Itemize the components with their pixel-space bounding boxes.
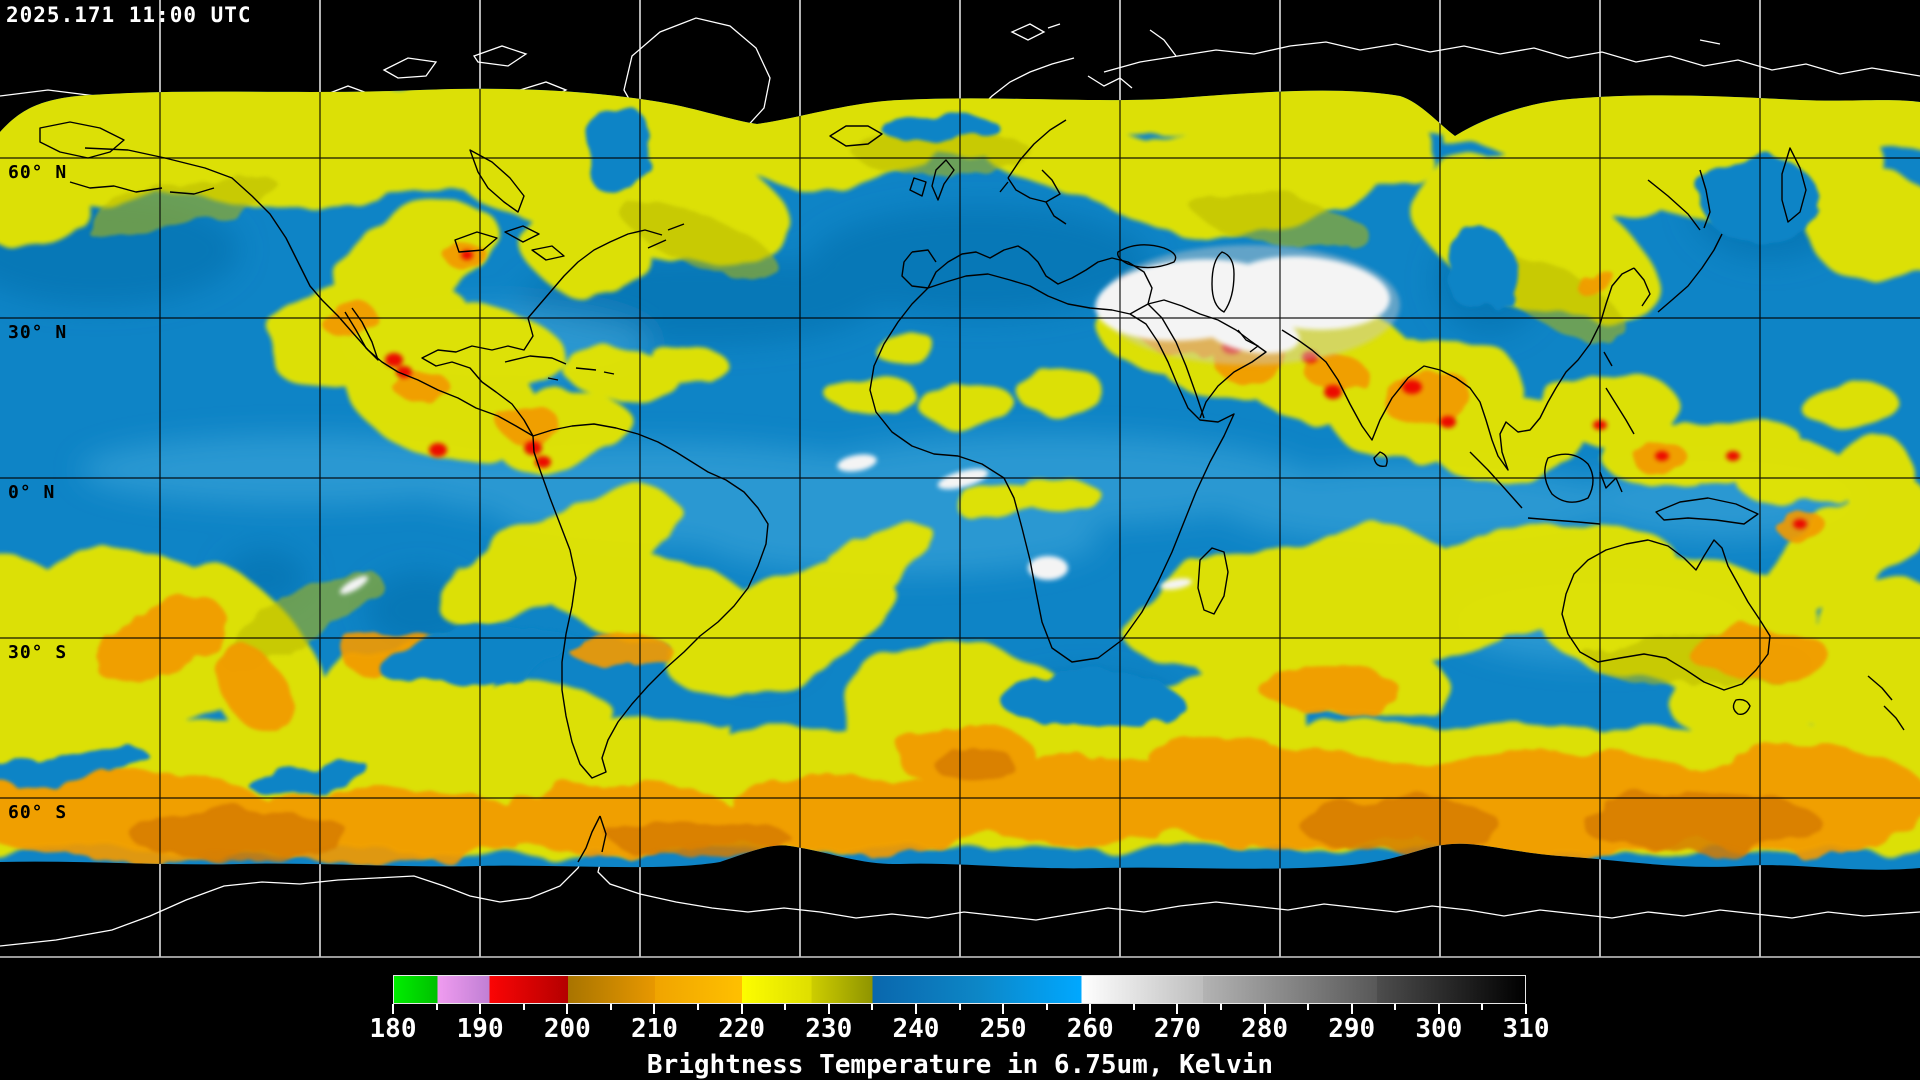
colorbar-tick-label: 250 bbox=[979, 1014, 1027, 1044]
graticule-black bbox=[0, 88, 1920, 870]
colorbar-minor-tick bbox=[522, 1004, 525, 1010]
colorbar-major-tick bbox=[1263, 1004, 1266, 1014]
colorbar-tick-label: 310 bbox=[1502, 1014, 1550, 1044]
colorbar-tick-label: 180 bbox=[369, 1014, 417, 1044]
colorbar-tick-label: 240 bbox=[892, 1014, 940, 1044]
colorbar-tick-label: 260 bbox=[1066, 1014, 1114, 1044]
colorbar-tick-label: 270 bbox=[1153, 1014, 1201, 1044]
colorbar-tick-label: 300 bbox=[1415, 1014, 1463, 1044]
coastlines-black bbox=[39, 119, 1905, 863]
colorbar-major-tick bbox=[479, 1004, 482, 1014]
colorbar-major-tick bbox=[1176, 1004, 1179, 1014]
colorbar-major-tick bbox=[1350, 1004, 1353, 1014]
colorbar-minor-tick bbox=[958, 1004, 961, 1010]
colorbar-minor-tick bbox=[784, 1004, 787, 1010]
colorbar-minor-tick bbox=[871, 1004, 874, 1010]
colorbar-minor-tick bbox=[1481, 1004, 1484, 1010]
colorbar-minor-tick bbox=[435, 1004, 438, 1010]
colorbar-tick-label: 280 bbox=[1241, 1014, 1289, 1044]
global-map: 2025.171 11:00 UTC 60° N 30° N 0° N 30° S 60… bbox=[0, 0, 1920, 958]
warm-dry-white bbox=[339, 245, 1400, 595]
colorbar-major-tick bbox=[392, 1004, 394, 1014]
colorbar-minor-tick bbox=[697, 1004, 700, 1010]
colorbar-major-tick bbox=[1089, 1004, 1092, 1014]
colorbar-minor-tick bbox=[1132, 1004, 1135, 1010]
colorbar-major-tick bbox=[1002, 1004, 1005, 1014]
latitude-label: 30° N bbox=[8, 322, 68, 343]
colorbar-caption: Brightness Temperature in 6.75um, Kelvin bbox=[646, 1050, 1274, 1080]
colorbar-minor-tick bbox=[1307, 1004, 1310, 1010]
timestamp: 2025.171 11:00 UTC bbox=[6, 3, 252, 27]
colorbar-major-tick bbox=[566, 1004, 569, 1014]
colorbar-major-tick bbox=[1437, 1004, 1440, 1014]
colorbar-minor-tick bbox=[1219, 1004, 1222, 1010]
colorbar-tick-label: 220 bbox=[718, 1014, 766, 1044]
colorbar-major-tick bbox=[1525, 1004, 1527, 1014]
latitude-label: 30° S bbox=[8, 642, 68, 663]
colorbar-major-tick bbox=[827, 1004, 830, 1014]
colorbar-minor-tick bbox=[609, 1004, 612, 1010]
latitude-label: 0° N bbox=[8, 482, 56, 503]
satellite-mosaic-svg bbox=[0, 0, 1920, 958]
colorbar bbox=[393, 975, 1526, 1004]
latitude-label: 60° N bbox=[8, 162, 68, 183]
colorbar-tick-label: 190 bbox=[456, 1014, 504, 1044]
colorbar-major-tick bbox=[914, 1004, 917, 1014]
colorbar-minor-tick bbox=[1394, 1004, 1397, 1010]
colorbar-major-tick bbox=[740, 1004, 743, 1014]
colorbar-minor-tick bbox=[1045, 1004, 1048, 1010]
colorbar-tick-label: 200 bbox=[543, 1014, 591, 1044]
latitude-label: 60° S bbox=[8, 802, 68, 823]
colorbar-major-tick bbox=[653, 1004, 656, 1014]
colorbar-area: 180 190 200 210 220 230 240 250 260 270 280 290 300 3… bbox=[0, 962, 1920, 1080]
colorbar-tick-label: 290 bbox=[1328, 1014, 1376, 1044]
colorbar-tick-label: 230 bbox=[805, 1014, 853, 1044]
colorbar-tick-label: 210 bbox=[630, 1014, 678, 1044]
